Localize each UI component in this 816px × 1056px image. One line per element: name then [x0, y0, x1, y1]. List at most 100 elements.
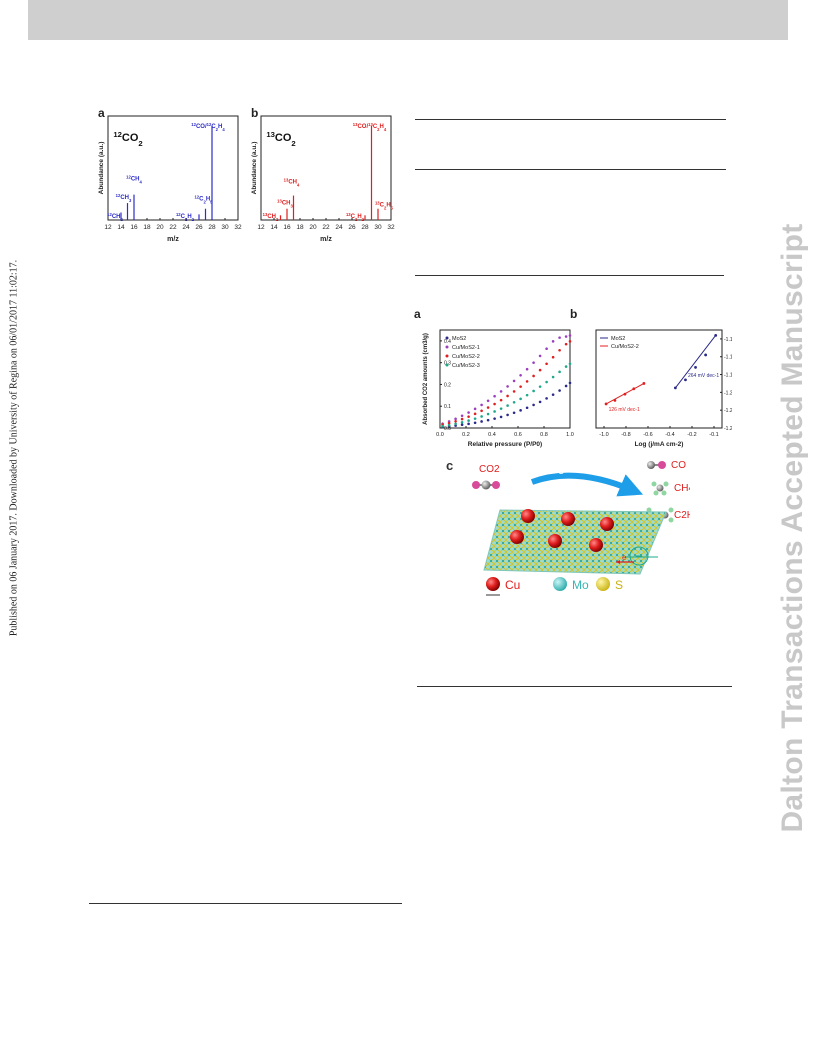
ads-data-point	[538, 400, 542, 404]
ads-data-point	[519, 409, 522, 412]
ads-data-point	[499, 407, 503, 410]
tafel-data-point	[673, 386, 677, 390]
ads-data-point	[538, 385, 542, 388]
ads-data-point	[568, 334, 572, 337]
tafel-slope-annotation: 126 mV dec-1	[609, 407, 640, 413]
ms-x-tick-label: 16	[283, 224, 291, 231]
tafel-data-point	[642, 382, 646, 385]
ms-x-axis-label: m/z	[320, 236, 332, 243]
ads-data-point	[512, 390, 516, 393]
co2-molecule	[472, 480, 500, 490]
legend-s: S	[596, 577, 623, 592]
ms-x-tick-label: 32	[234, 224, 242, 231]
ms-x-tick-label: 12	[257, 224, 265, 231]
tafel-data-point	[694, 366, 697, 369]
co2-label: CO2	[479, 464, 500, 475]
tafel-plot: b -1.0 -0.8 -0.6 -0.4 -0.2 -0.1 -1.14 -1.16 -1.18…	[570, 307, 732, 448]
ads-data-point	[558, 370, 561, 374]
ads-data-point	[480, 403, 483, 407]
ads-data-point	[454, 422, 457, 426]
ads-data-point	[460, 423, 464, 427]
ads-data-point	[564, 365, 568, 368]
tafel-data-point	[714, 333, 718, 337]
ads-data-point	[506, 394, 509, 398]
ads-data-point	[568, 381, 572, 385]
legend-mo: Mo	[553, 577, 589, 592]
ads-data-point	[473, 407, 477, 411]
co-label: CO	[671, 460, 686, 471]
ms-x-tick-label: 22	[169, 224, 177, 231]
ads-data-point	[499, 415, 503, 419]
ads-x-axis-label: Relative pressure (P/P0)	[468, 441, 542, 448]
ads-data-point	[525, 367, 529, 371]
ads-data-point	[525, 393, 529, 397]
ads-data-point	[506, 413, 509, 417]
ads-data-point	[551, 375, 555, 379]
mass-spectrum-b: b 12 14 16 18 20 22 24 26 28 30 32 m/z Abundance (a.u…	[251, 108, 395, 243]
ms-peak-label: 13CH4	[284, 177, 300, 187]
ms-x-tick-label: 28	[208, 224, 216, 231]
ads-data-point	[532, 361, 535, 364]
ads-data-point	[525, 406, 529, 410]
reaction-scheme: c CO2 e CO CH4 C2H4	[446, 458, 690, 596]
ms-x-tick-label: 30	[221, 224, 229, 231]
ms-peak-label: 13C2H2	[346, 212, 365, 222]
electron-small-label: e	[622, 553, 627, 562]
tafel-axes-frame	[595, 329, 723, 429]
ads-data-point	[499, 398, 503, 402]
c2h4-label: C2H4	[674, 510, 690, 521]
ads-data-point	[568, 362, 572, 366]
ads-data-point	[493, 394, 496, 398]
ads-legend-marker	[445, 354, 449, 358]
ms-y-axis-label: Abundance (a.u.)	[98, 142, 105, 195]
ads-data-point	[473, 421, 477, 425]
ms-peak-label: 12C2H5	[194, 194, 213, 204]
ads-data-point	[473, 417, 477, 420]
ads-y-tick-label: 0.2	[444, 382, 451, 388]
tafel-data-point	[704, 353, 708, 357]
ms-x-tick-label: 30	[374, 224, 382, 231]
ads-y-tick-label: 0.0	[444, 426, 451, 432]
ms-x-tick-label: 26	[348, 224, 356, 231]
ads-data-point	[493, 402, 496, 406]
ads-data-point	[545, 397, 548, 400]
tafel-legend-label: MoS2	[611, 336, 625, 342]
ads-data-point	[512, 411, 516, 415]
ms-title: 13CO2	[266, 130, 295, 148]
ms-x-tick-label: 20	[156, 224, 164, 231]
ads-data-point	[480, 415, 483, 418]
electron-transfer-arrow	[530, 472, 644, 497]
ads-data-point	[499, 390, 503, 393]
ads-data-point	[532, 403, 535, 407]
ads-data-point	[486, 406, 490, 409]
ads-panel-label: a	[414, 307, 421, 321]
tafel-data-point	[632, 387, 636, 391]
ms-x-tick-label: 24	[182, 224, 190, 231]
ads-data-point	[538, 354, 542, 358]
ms-x-tick-label: 24	[335, 224, 343, 231]
ads-data-point	[558, 348, 561, 352]
cu-nanoparticles	[510, 509, 614, 552]
tafel-data-point	[613, 398, 617, 402]
ads-legend-label: MoS2	[452, 336, 466, 342]
ads-data-point	[486, 399, 490, 403]
ads-data-point	[467, 415, 470, 418]
publication-notice: Published on 06 January 2017. Downloaded…	[8, 259, 20, 637]
ch4-label: CH4	[674, 483, 690, 494]
ads-legend-label: Cu/MoS2-3	[452, 363, 480, 369]
ads-legend-label: Cu/MoS2-2	[452, 354, 480, 360]
ads-data-point	[532, 374, 535, 378]
ads-data-point	[454, 419, 457, 423]
ads-data-point	[519, 397, 522, 401]
ads-legend-label: Cu/MoS2-1	[452, 345, 480, 351]
ms-x-tick-label: 14	[117, 224, 125, 231]
ads-legend-marker	[445, 336, 449, 340]
table-rule	[415, 169, 726, 170]
ads-data-point	[441, 424, 444, 428]
ads-legend-marker	[445, 363, 449, 367]
ads-y-tick-label: 0.1	[444, 404, 451, 410]
ads-data-point	[545, 362, 548, 366]
legend-cu: Cu	[486, 577, 520, 596]
legend-mo-label: Mo	[572, 578, 589, 592]
legend-s-label: S	[615, 578, 623, 592]
